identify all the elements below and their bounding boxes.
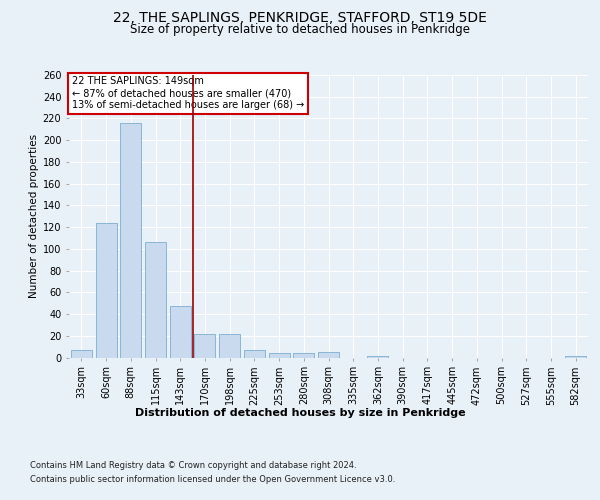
Text: Contains HM Land Registry data © Crown copyright and database right 2024.: Contains HM Land Registry data © Crown c… [30, 462, 356, 470]
Bar [565, 356, 586, 358]
Y-axis label: Number of detached properties: Number of detached properties [29, 134, 38, 298]
Bar [367, 356, 388, 358]
Text: 22 THE SAPLINGS: 149sqm
← 87% of detached houses are smaller (470)
13% of semi-d: 22 THE SAPLINGS: 149sqm ← 87% of detache… [71, 76, 304, 110]
Bar [95, 223, 116, 358]
Text: Size of property relative to detached houses in Penkridge: Size of property relative to detached ho… [130, 24, 470, 36]
Text: Distribution of detached houses by size in Penkridge: Distribution of detached houses by size … [134, 408, 466, 418]
Bar [219, 334, 240, 357]
Bar [170, 306, 191, 358]
Bar [194, 334, 215, 357]
Text: 22, THE SAPLINGS, PENKRIDGE, STAFFORD, ST19 5DE: 22, THE SAPLINGS, PENKRIDGE, STAFFORD, S… [113, 10, 487, 24]
Bar [269, 353, 290, 358]
Text: Contains public sector information licensed under the Open Government Licence v3: Contains public sector information licen… [30, 474, 395, 484]
Bar [244, 350, 265, 358]
Bar [71, 350, 92, 358]
Bar [120, 123, 141, 358]
Bar [318, 352, 339, 358]
Bar [293, 353, 314, 358]
Bar [145, 242, 166, 358]
